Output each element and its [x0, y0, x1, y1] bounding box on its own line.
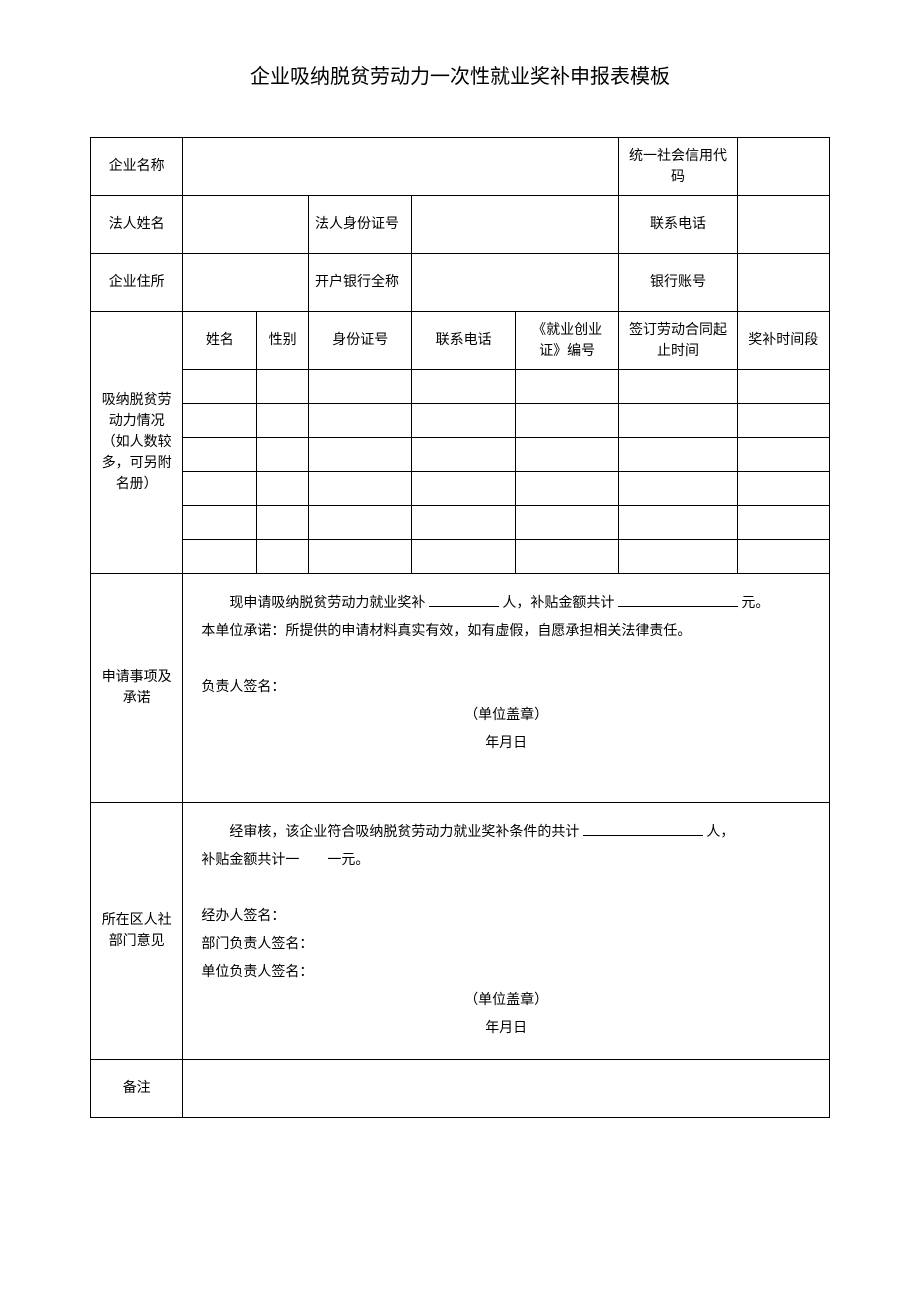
- review-block: 经审核，该企业符合吸纳脱贫劳动力就业奖补条件的共计 人， 补贴金额共计一 一元。…: [183, 803, 830, 1060]
- label-remark: 备注: [91, 1060, 183, 1118]
- apply-line1b: 人，补贴金额共计: [502, 596, 614, 611]
- field-phone[interactable]: [737, 196, 829, 254]
- apply-line2: 本单位承诺：所提供的申请材料真实有效，如有虚假，自愿承担相关法律责任。: [201, 624, 691, 639]
- table-row[interactable]: [91, 472, 830, 506]
- col-bonus-period: 奖补时间段: [737, 312, 829, 370]
- label-workers-section: 吸纳脱贫劳动力情况（如人数较多，可另附名册）: [91, 312, 183, 574]
- label-account: 银行账号: [619, 254, 737, 312]
- table-row[interactable]: [91, 506, 830, 540]
- application-form-table: 企业名称 统一社会信用代码 法人姓名 法人身份证号 联系电话 企业住所 开户银行…: [90, 137, 830, 1118]
- field-account[interactable]: [737, 254, 829, 312]
- label-bank: 开户银行全称: [308, 254, 411, 312]
- review-line2: 补贴金额共计一 一元。: [201, 853, 369, 868]
- blank-amount[interactable]: [618, 593, 738, 607]
- field-legal-id[interactable]: [412, 196, 619, 254]
- label-review-section: 所在区人社部门意见: [91, 803, 183, 1060]
- col-name: 姓名: [183, 312, 257, 370]
- apply-seal: （单位盖章）: [201, 702, 811, 730]
- page-title: 企业吸纳脱贫劳动力一次性就业奖补申报表模板: [90, 60, 830, 89]
- field-remark[interactable]: [183, 1060, 830, 1118]
- label-credit-code: 统一社会信用代码: [619, 138, 737, 196]
- table-row[interactable]: [91, 438, 830, 472]
- label-address: 企业住所: [91, 254, 183, 312]
- label-legal-name: 法人姓名: [91, 196, 183, 254]
- table-row[interactable]: [91, 370, 830, 404]
- label-apply-section: 申请事项及承诺: [91, 574, 183, 803]
- review-line1a: 经审核，该企业符合吸纳脱贫劳动力就业奖补条件的共计: [229, 825, 579, 840]
- col-gender: 性别: [257, 312, 309, 370]
- field-company-name[interactable]: [183, 138, 619, 196]
- field-legal-name[interactable]: [183, 196, 309, 254]
- field-credit-code[interactable]: [737, 138, 829, 196]
- col-phone: 联系电话: [412, 312, 515, 370]
- apply-line1a: 现申请吸纳脱贫劳动力就业奖补: [229, 596, 425, 611]
- apply-line1c: 元。: [741, 596, 769, 611]
- field-address[interactable]: [183, 254, 309, 312]
- apply-sign: 负责人签名：: [201, 680, 285, 695]
- label-phone: 联系电话: [619, 196, 737, 254]
- table-row[interactable]: [91, 404, 830, 438]
- blank-people[interactable]: [429, 593, 499, 607]
- review-date: 年月日: [201, 1015, 811, 1043]
- col-cert-no: 《就业创业证》编号: [515, 312, 618, 370]
- review-sign2: 部门负责人签名：: [201, 937, 313, 952]
- review-seal: （单位盖章）: [201, 987, 811, 1015]
- apply-date: 年月日: [201, 730, 811, 758]
- field-bank[interactable]: [412, 254, 619, 312]
- col-contract-period: 签订劳动合同起止时间: [619, 312, 737, 370]
- review-line1b: 人，: [706, 825, 734, 840]
- label-company-name: 企业名称: [91, 138, 183, 196]
- apply-block: 现申请吸纳脱贫劳动力就业奖补 人，补贴金额共计 元。 本单位承诺：所提供的申请材…: [183, 574, 830, 803]
- label-legal-id: 法人身份证号: [308, 196, 411, 254]
- review-sign1: 经办人签名：: [201, 909, 285, 924]
- review-sign3: 单位负责人签名：: [201, 965, 313, 980]
- blank-review-people[interactable]: [583, 822, 703, 836]
- table-row[interactable]: [91, 540, 830, 574]
- col-id: 身份证号: [308, 312, 411, 370]
